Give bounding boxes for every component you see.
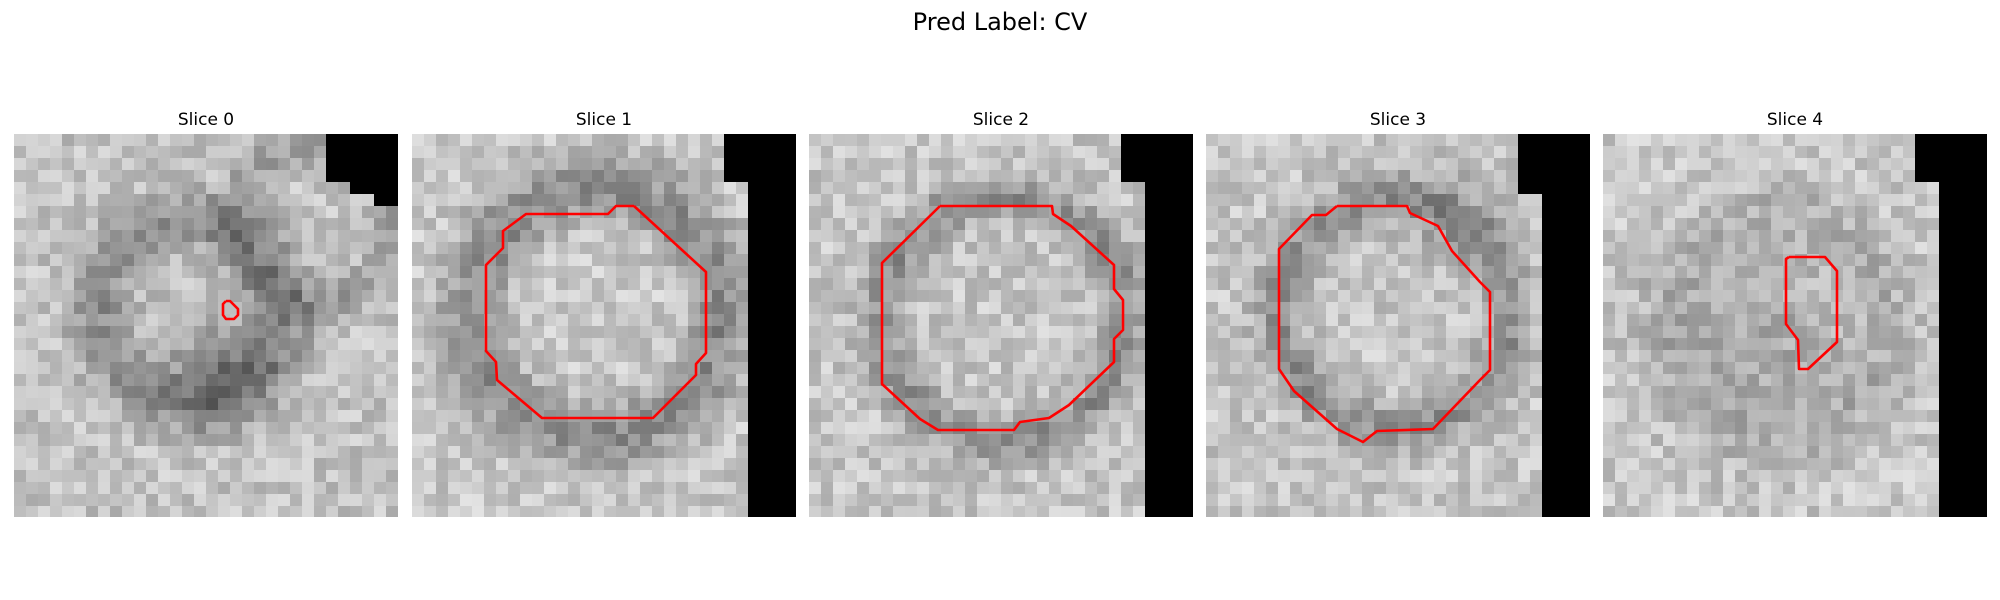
- slice-4-contour: [1784, 255, 1839, 371]
- slice-2-contour: [880, 204, 1125, 432]
- slice-1-overlay: [484, 204, 708, 420]
- slice-4-title: Slice 4: [1766, 110, 1824, 130]
- slice-0-image: [14, 134, 398, 517]
- slice-3-title: Slice 3: [1369, 110, 1427, 130]
- slice-4-pixels: [1603, 134, 1987, 517]
- slice-2-overlay: [880, 204, 1125, 432]
- slice-1-image: [412, 134, 796, 517]
- slice-3-contour: [1277, 204, 1492, 444]
- slice-0-title: Slice 0: [177, 110, 235, 130]
- slice-3-overlay: [1277, 204, 1492, 444]
- slice-2-title: Slice 2: [972, 110, 1030, 130]
- slice-1-pixels: [412, 134, 796, 517]
- slice-4-overlay: [1784, 255, 1839, 371]
- slice-2-image: [809, 134, 1193, 517]
- figure-title: Pred Label: CV: [912, 8, 1088, 36]
- slice-1-contour: [484, 204, 708, 420]
- slice-4-image: [1603, 134, 1987, 517]
- slice-1-title: Slice 1: [575, 110, 633, 130]
- slice-3-pixels: [1206, 134, 1590, 517]
- slice-0-overlay: [221, 299, 240, 321]
- slice-3-image: [1206, 134, 1590, 517]
- slice-2-pixels: [809, 134, 1193, 517]
- slice-0-contour: [221, 299, 240, 321]
- slice-0-pixels: [14, 134, 398, 517]
